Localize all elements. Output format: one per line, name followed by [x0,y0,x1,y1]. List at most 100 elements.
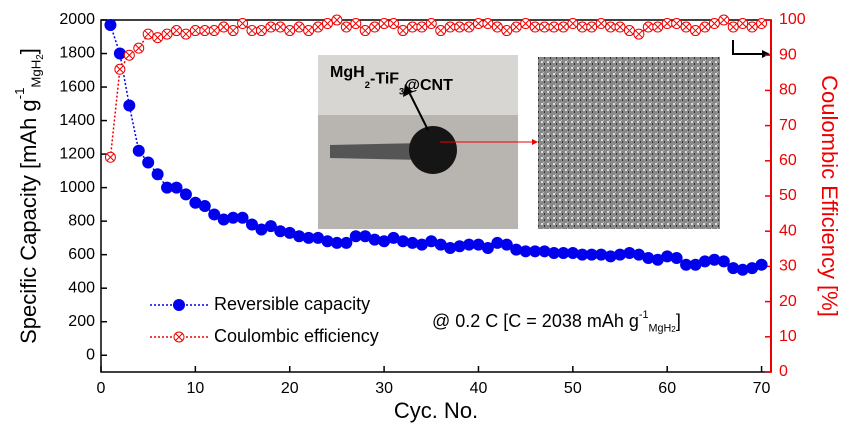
marker [170,181,183,194]
marker [482,18,494,30]
marker [180,28,192,40]
marker [359,230,372,243]
marker-cross [125,51,134,60]
marker-cross [531,23,539,31]
marker-cross [295,23,304,31]
marker [416,21,428,33]
marker-cross [672,19,681,28]
marker [690,25,702,37]
y-tick-label: 200 [68,313,95,330]
marker [179,188,192,201]
y2-tick-label: 100 [779,11,806,28]
marker-cross [276,23,285,31]
marker [170,25,182,37]
marker-cross [106,153,115,162]
marker [708,253,721,266]
marker [396,235,409,248]
y2-tick-label: 50 [779,187,797,204]
marker-cross [144,30,153,38]
marker [755,258,768,271]
photo-top [318,55,518,115]
marker [727,262,740,275]
marker-cross [455,23,464,31]
marker [378,235,391,248]
text-part: Specific Capacity [mAh g [16,99,41,344]
marker [538,245,551,258]
marker-cross [729,23,738,31]
marker [510,243,523,256]
marker-cross [323,19,332,28]
marker-cross [446,23,455,31]
x-tick-label: 0 [97,380,106,397]
marker [576,248,589,261]
text-part: 3 [399,86,404,97]
marker [680,21,692,33]
marker [444,21,456,33]
marker [350,18,362,30]
marker [737,18,749,30]
marker [104,151,116,163]
text-part: MgH [649,322,672,334]
y-tick-label: 0 [86,346,95,363]
marker-cross [361,26,370,35]
marker [481,241,494,254]
marker [161,181,174,194]
marker [218,21,230,33]
marker-cross [550,23,558,31]
y-tick-label: 400 [68,279,95,296]
marker-cross [229,26,237,35]
marker-cross [682,23,690,31]
y-tick-label: 1600 [59,78,95,95]
marker-cross [512,23,521,31]
marker [415,238,428,251]
marker [274,21,286,33]
marker [586,21,598,33]
marker [321,18,333,30]
marker [642,252,655,265]
marker [378,18,390,30]
marker [566,246,579,259]
marker-cross [719,16,728,24]
marker [548,21,560,33]
marker [756,18,768,30]
marker-cross [484,19,492,28]
marker-cross [200,26,209,35]
marker-cross [182,30,190,38]
marker-cross [417,23,426,31]
marker-cross [644,23,653,31]
marker [491,21,503,33]
marker [557,246,570,259]
text-part: 2 [671,325,676,334]
sample-disk [409,126,457,174]
marker-cross [351,19,360,28]
marker [670,252,683,265]
marker-cross [219,23,228,31]
marker [623,25,635,37]
marker-cross [304,26,313,35]
marker [227,25,239,37]
marker-cross [399,26,407,35]
marker [387,231,400,244]
marker [529,21,541,33]
rich-text: Specific Capacity [mAh g-1MgH2] [13,48,46,344]
marker [708,18,720,30]
marker [642,21,654,33]
marker [369,21,381,33]
marker [689,258,702,271]
axis-arrow-head [762,50,770,58]
marker [123,99,136,112]
marker [388,18,400,30]
text-part: 2 [365,80,370,91]
marker [132,144,145,157]
text-part: 2 [35,54,46,60]
marker [293,230,306,243]
y-tick-label: 2000 [59,11,95,28]
marker [717,255,730,268]
marker [632,248,645,261]
marker-cross [635,30,643,38]
marker [651,253,664,266]
marker [567,18,579,30]
marker-cross [116,65,124,74]
text-part: ] [16,48,41,54]
